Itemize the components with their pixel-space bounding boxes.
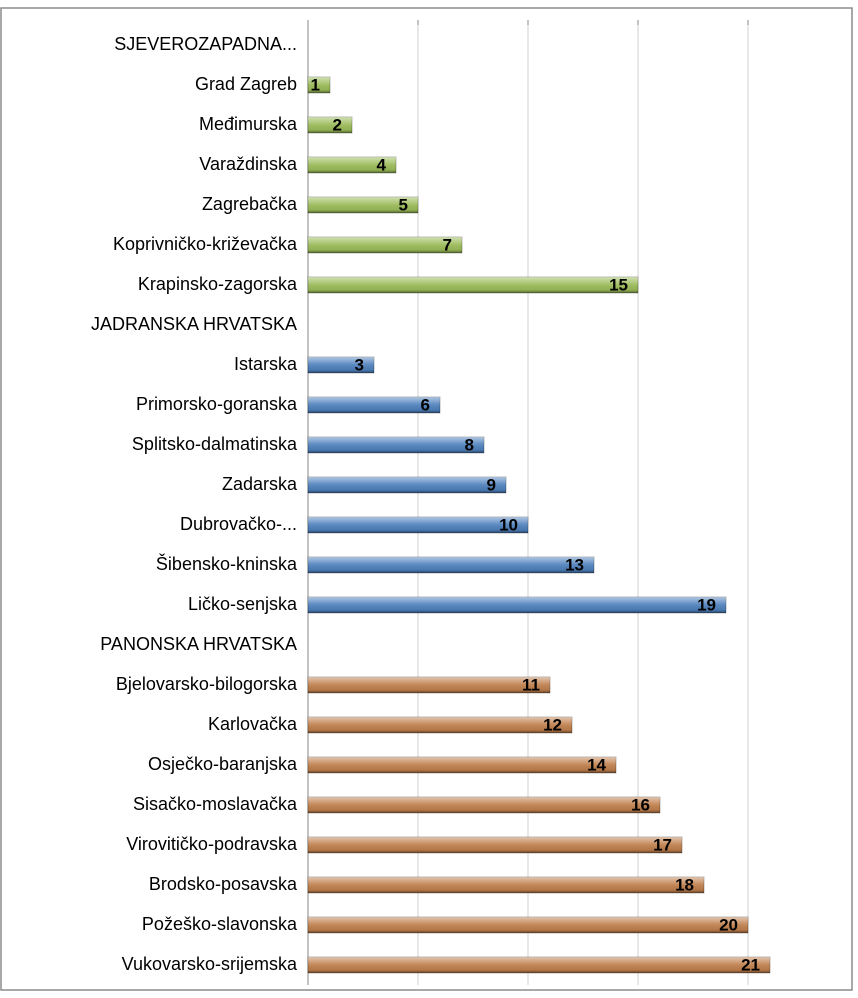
bar-shine — [308, 597, 726, 613]
bar-shine — [308, 197, 418, 213]
value-label: 11 — [522, 675, 540, 694]
y-tick-label: Virovitičko-podravska — [126, 834, 298, 854]
bar-shine — [308, 357, 374, 373]
bar-shine — [308, 957, 770, 973]
y-tick-label: Vukovarsko-srijemska — [122, 954, 298, 974]
value-label: 1 — [311, 75, 320, 94]
value-label: 21 — [741, 955, 760, 974]
y-tick-label: SJEVEROZAPADNA... — [114, 34, 297, 54]
bar-shine — [308, 117, 352, 133]
y-tick-label: Međimurska — [199, 114, 298, 134]
bar-shine — [308, 757, 616, 773]
y-tick-label: Koprivničko-križevačka — [113, 234, 298, 254]
y-tick-label: PANONSKA HRVATSKA — [100, 634, 297, 654]
y-tick-label: Brodsko-posavska — [149, 874, 298, 894]
bar-shine — [308, 677, 550, 693]
bar-shine — [308, 157, 396, 173]
y-tick-label: Sisačko-moslavačka — [133, 794, 298, 814]
value-label: 13 — [565, 555, 584, 574]
bar-shine — [308, 77, 330, 93]
y-tick-label: Bjelovarsko-bilogorska — [116, 674, 298, 694]
bar-shine — [308, 477, 506, 493]
bar-shine — [308, 437, 484, 453]
y-tick-label: Zagrebačka — [202, 194, 298, 214]
value-label: 6 — [421, 395, 430, 414]
y-tick-label: Dubrovačko-... — [180, 514, 297, 534]
value-label: 15 — [609, 275, 628, 294]
frame — [0, 7, 853, 991]
bar-shine — [308, 837, 682, 853]
bar-shine — [308, 917, 748, 933]
value-label: 9 — [487, 475, 496, 494]
y-tick-label: Šibensko-kninska — [156, 553, 298, 574]
y-tick-label: Istarska — [234, 354, 298, 374]
y-tick-label: Ličko-senjska — [188, 594, 298, 614]
y-tick-label: Grad Zagreb — [195, 74, 297, 94]
value-label: 10 — [499, 515, 518, 534]
bar-shine — [308, 877, 704, 893]
bar-shine — [308, 557, 594, 573]
y-tick-label: Karlovačka — [208, 714, 298, 734]
value-label: 3 — [355, 355, 364, 374]
value-label: 4 — [377, 155, 387, 174]
value-label: 19 — [697, 595, 716, 614]
bar-shine — [308, 717, 572, 733]
value-label: 18 — [675, 875, 694, 894]
bar-shine — [308, 797, 660, 813]
value-label: 8 — [465, 435, 474, 454]
bar-shine — [308, 517, 528, 533]
value-label: 2 — [333, 115, 342, 134]
y-tick-label: Krapinsko-zagorska — [138, 274, 298, 294]
y-tick-label: Primorsko-goranska — [136, 394, 298, 414]
y-tick-label: Zadarska — [222, 474, 298, 494]
value-label: 20 — [719, 915, 738, 934]
value-label: 5 — [399, 195, 408, 214]
y-tick-label: Osječko-baranjska — [148, 754, 298, 774]
bar-shine — [308, 237, 462, 253]
value-label: 17 — [653, 835, 672, 854]
value-label: 14 — [587, 755, 606, 774]
y-tick-label: Splitsko-dalmatinska — [132, 434, 298, 454]
value-label: 16 — [631, 795, 650, 814]
bar-shine — [308, 397, 440, 413]
value-label: 7 — [443, 235, 452, 254]
y-tick-label: Požeško-slavonska — [142, 914, 298, 934]
value-label: 12 — [543, 715, 562, 734]
bar-shine — [308, 277, 638, 293]
y-tick-label: Varaždinska — [199, 154, 298, 174]
y-tick-label: JADRANSKA HRVATSKA — [91, 314, 297, 334]
